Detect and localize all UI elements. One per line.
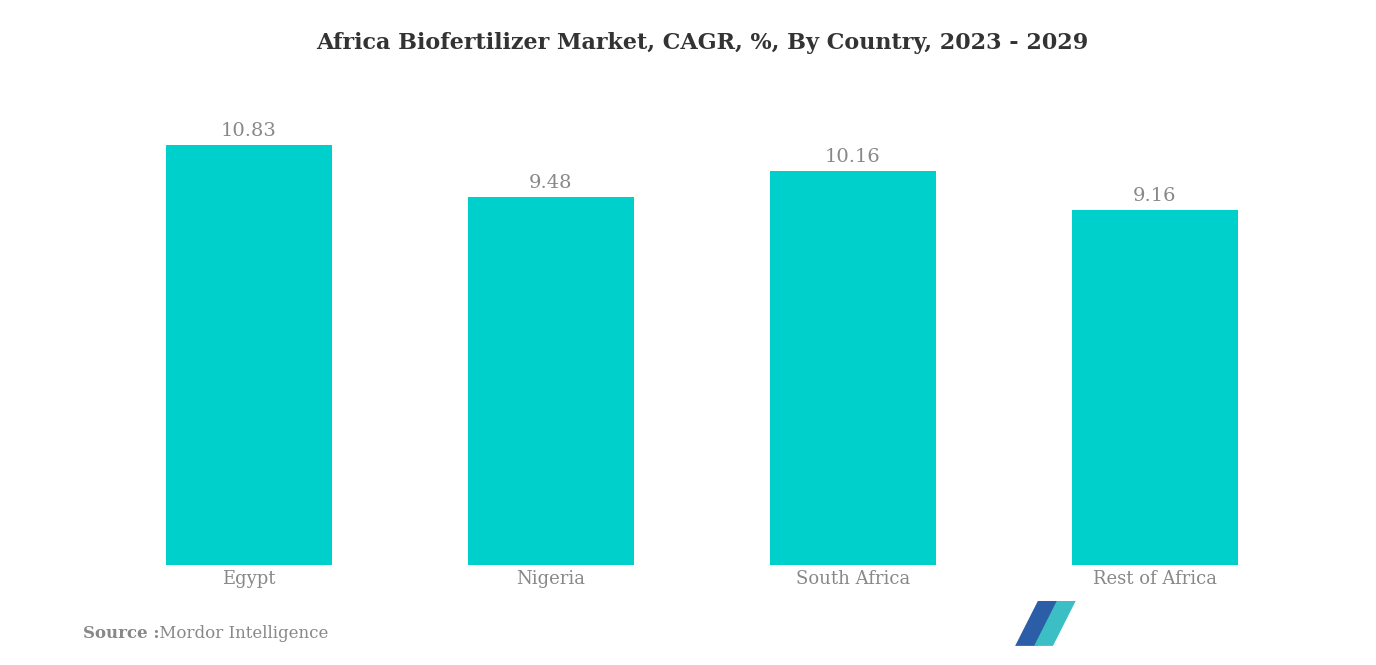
- Text: 10.16: 10.16: [824, 148, 881, 166]
- Text: 9.48: 9.48: [528, 174, 572, 192]
- Text: Mordor Intelligence: Mordor Intelligence: [154, 624, 329, 642]
- Title: Africa Biofertilizer Market, CAGR, %, By Country, 2023 - 2029: Africa Biofertilizer Market, CAGR, %, By…: [315, 32, 1088, 55]
- Bar: [769, 171, 936, 565]
- Text: 9.16: 9.16: [1132, 187, 1176, 205]
- Bar: [1072, 209, 1238, 565]
- Text: Source :: Source :: [83, 624, 160, 642]
- Bar: [165, 145, 332, 565]
- Text: 10.83: 10.83: [220, 122, 277, 140]
- Bar: [468, 197, 634, 565]
